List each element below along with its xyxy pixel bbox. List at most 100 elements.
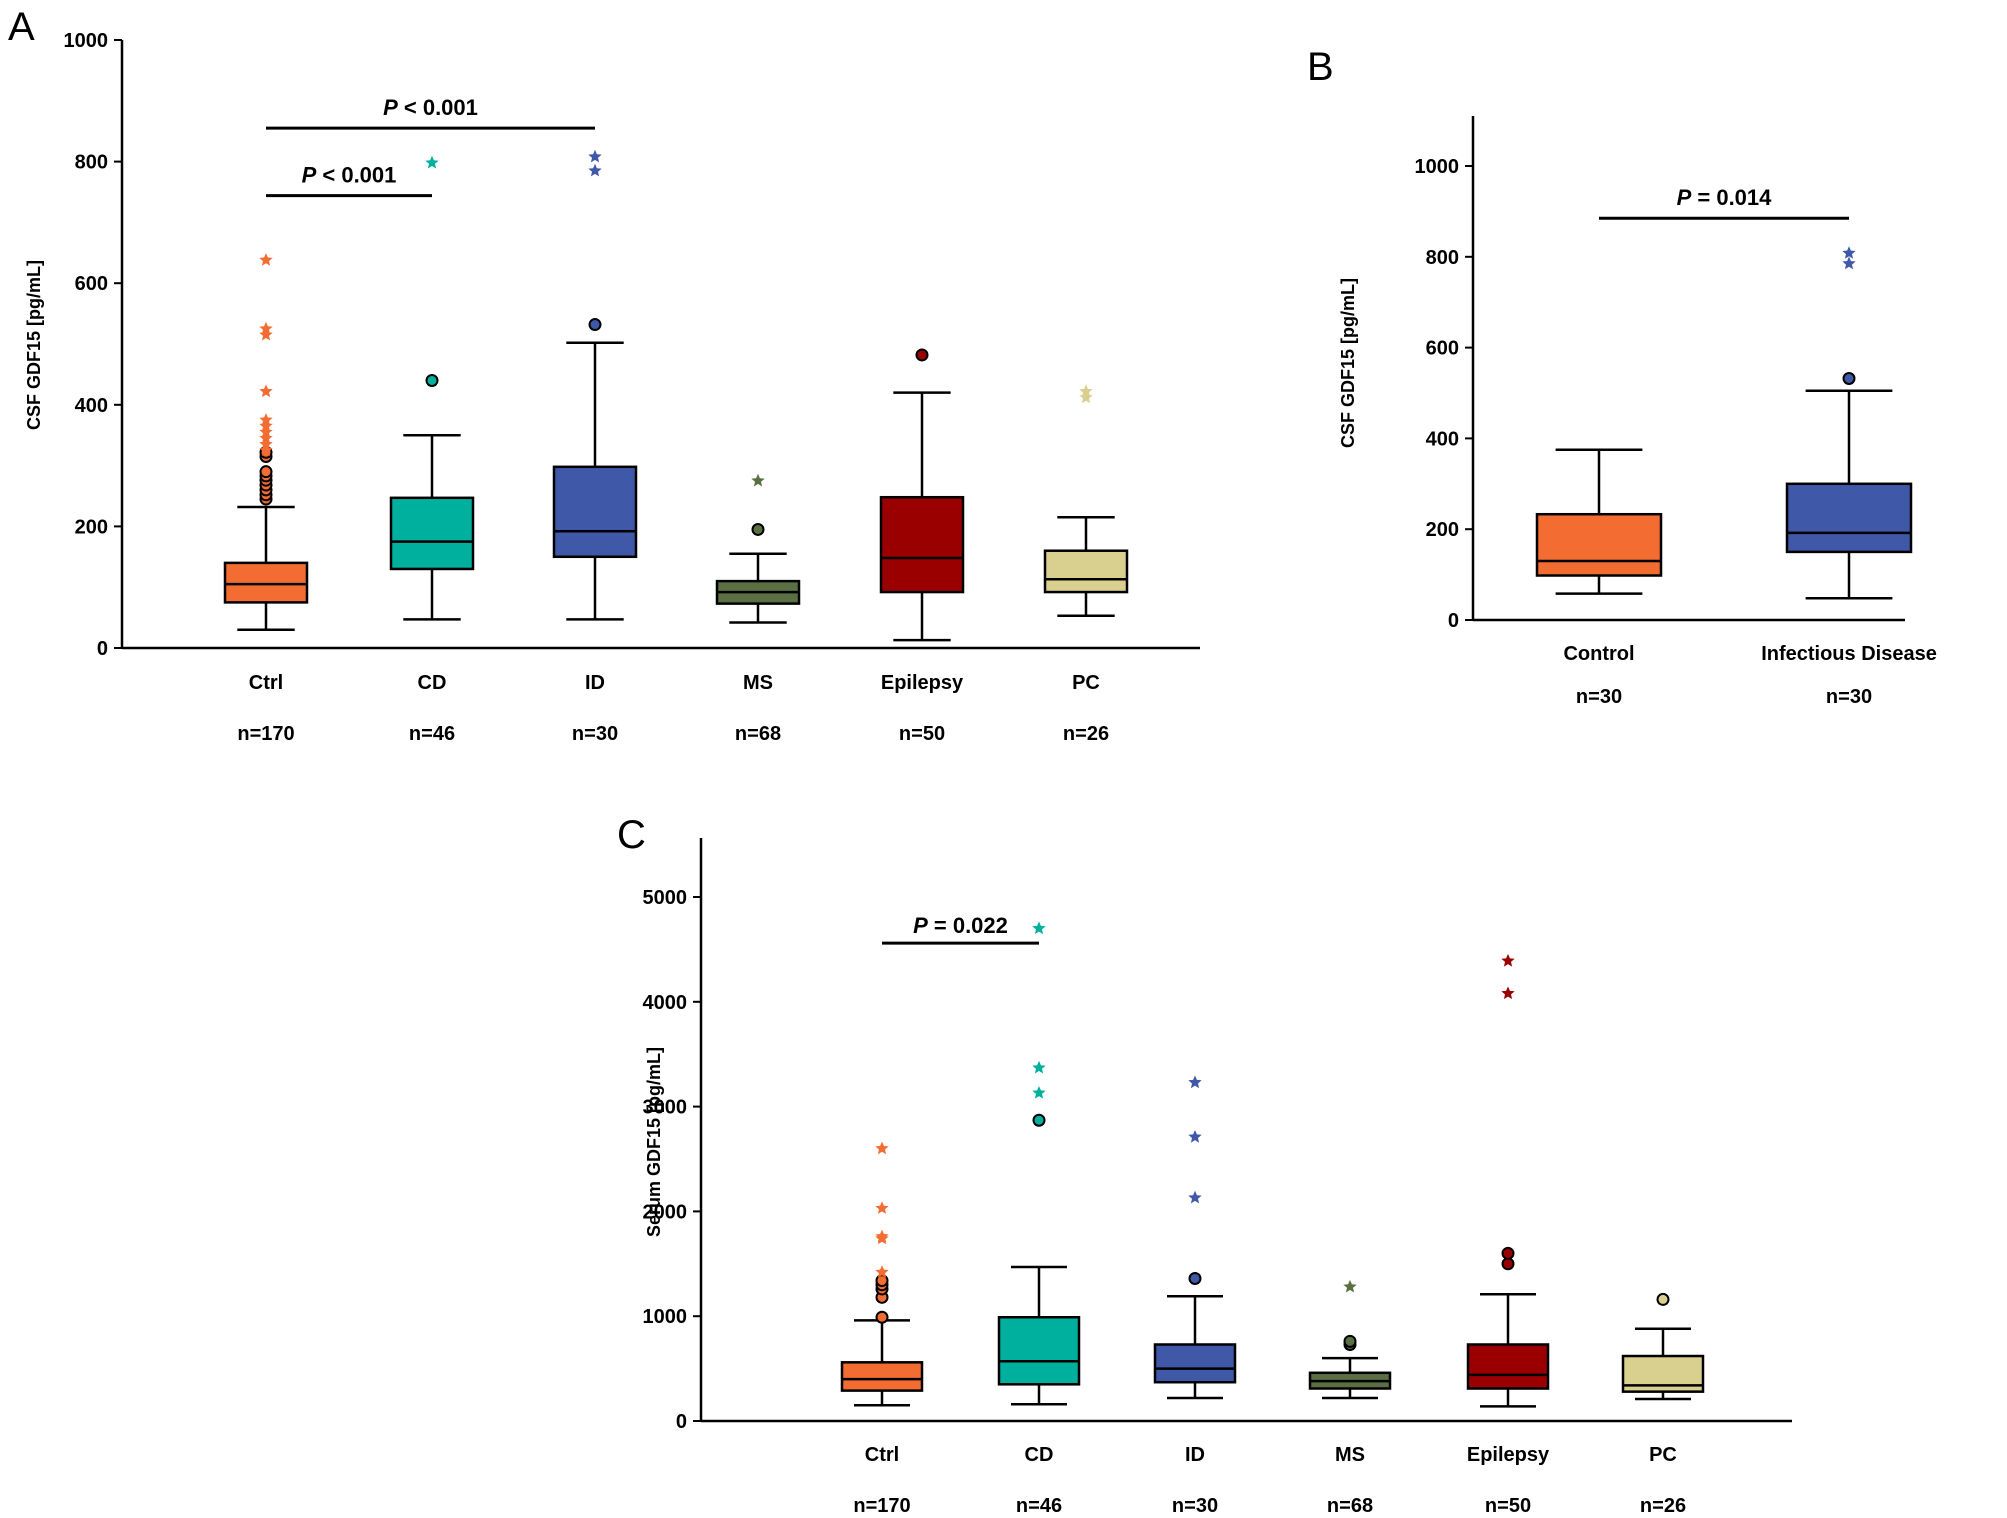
y-tick-label: 800 [1426,247,1459,269]
x-category-label: PC [1649,1444,1677,1466]
box-iqr [840,1361,924,1392]
box-iqr [223,561,309,604]
n-count-label: n=26 [1640,1495,1686,1517]
extreme-star [1501,953,1515,967]
chart-panel-c: 0 1000 2000 3000 4000 5000 Serum GDF15 [pg/mL]… [643,838,1792,1517]
extreme-star [1032,1060,1046,1074]
box-group-ctrl [223,253,309,632]
extreme-star [1032,921,1046,935]
extreme-star [1343,1279,1357,1293]
y-tick-label: 600 [1426,338,1459,360]
n-count-label: n=30 [572,723,618,745]
box-iqr [997,1315,1081,1386]
extreme-star [1501,986,1515,1000]
box-iqr [879,495,965,594]
box-iqr [1043,549,1129,594]
n-count-label: n=46 [409,723,455,745]
extreme-star [875,1141,889,1155]
box-iqr [1535,512,1663,577]
extreme-star [1188,1190,1202,1204]
outlier-point [1656,1292,1670,1306]
n-count-label: n=50 [899,723,945,745]
extreme-star [875,1201,889,1214]
y-tick-label: 200 [75,516,108,538]
box-iqr [389,496,475,571]
y-axis-label: Serum GDF15 [pg/mL] [644,1047,664,1237]
outlier-point [1188,1271,1202,1285]
extreme-star [259,425,273,438]
extreme-star [1842,256,1856,270]
extreme-star [1079,384,1093,398]
extreme-star [259,419,273,432]
n-count-label: n=68 [1327,1495,1373,1517]
box-group-ms [1308,1279,1392,1400]
y-tick-label: 1000 [1415,156,1460,178]
box-group-cd [389,155,475,621]
box-iqr [1466,1343,1550,1390]
extreme-star [259,413,273,426]
y-axis-label: CSF GDF15 [pg/mL] [1338,278,1358,448]
extreme-star [259,443,273,457]
y-tick-label: 0 [1448,610,1459,632]
x-category-label: MS [1335,1444,1365,1466]
extreme-star [259,437,273,450]
extreme-star [259,321,273,335]
n-count-label: n=30 [1826,686,1872,708]
x-category-label: Control [1563,643,1634,665]
outlier-point [259,465,273,479]
box-group-cd [997,921,1081,1406]
n-count-label: n=26 [1063,723,1109,745]
box-iqr [1153,1343,1237,1384]
y-tick-label: 400 [75,395,108,417]
outlier-point [588,318,602,332]
y-tick-label: 2000 [643,1201,688,1223]
x-category-label: Epilepsy [1467,1444,1550,1466]
extreme-star [875,1229,889,1243]
chart-panel-b: 0 200 400 600 800 1000 CSF GDF15 [pg/mL] Contro… [1338,116,1937,708]
extreme-star [259,431,273,444]
n-count-label: n=30 [1172,1495,1218,1517]
outlier-point [1032,1113,1046,1127]
extreme-star [588,163,602,177]
extreme-star [1079,390,1093,404]
n-count-label: n=30 [1576,686,1622,708]
box-iqr [1785,482,1913,554]
box-group-id [552,149,638,621]
outlier-point [1842,371,1856,385]
y-tick-label: 400 [1426,428,1459,450]
outlier-point [875,1310,889,1324]
extreme-star [1188,1075,1202,1089]
extreme-star [1188,1130,1202,1143]
panel-letter-a: A [8,5,35,49]
extreme-star [425,155,439,169]
outlier-point [1501,1246,1515,1260]
x-category-label: MS [743,672,773,694]
x-category-label: ID [1185,1444,1205,1466]
y-tick-label: 0 [676,1411,687,1433]
y-tick-label: 3000 [643,1097,688,1119]
extreme-star [875,1265,889,1278]
chart-panel-a: 0 200 400 600 800 1000 CSF GDF15 [pg/mL] Ctrl n=… [24,30,1200,745]
p-value-label: P = 0.022 [913,913,1008,938]
extreme-star [259,253,273,266]
x-category-label: PC [1072,672,1100,694]
outlier-point [1343,1334,1357,1348]
extreme-star [751,473,765,487]
extreme-star [259,384,273,398]
box-group-pc [1621,1292,1705,1401]
box-group-ctrl [840,1141,924,1407]
n-count-label: n=170 [853,1495,910,1517]
panel-letter-c: C [617,813,646,857]
n-count-label: n=68 [735,723,781,745]
y-tick-label: 0 [97,638,108,660]
x-category-label: Infectious Disease [1761,643,1937,665]
box-group-id [1153,1075,1237,1400]
x-category-label: Ctrl [865,1444,899,1466]
x-category-label: CD [418,672,447,694]
x-category-label: CD [1025,1444,1054,1466]
outlier-point [915,348,929,362]
outlier-point [425,373,439,387]
n-count-label: n=46 [1016,1495,1062,1517]
outlier-point [751,522,765,536]
